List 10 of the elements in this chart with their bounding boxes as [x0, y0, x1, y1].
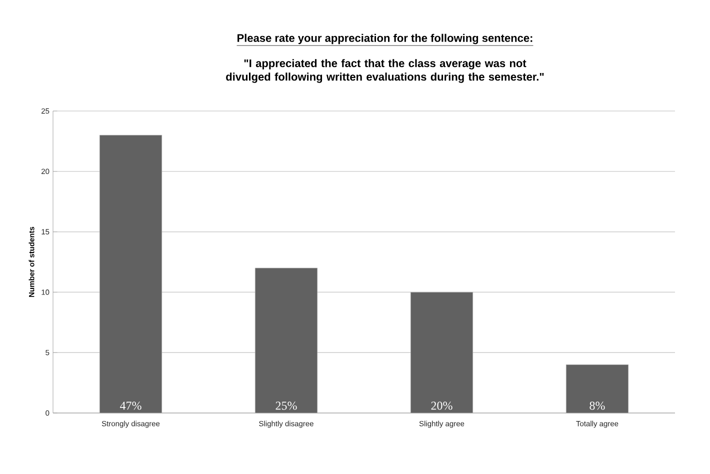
bar: [566, 364, 629, 414]
annotation: 8%: [590, 402, 605, 410]
annotation: 25%: [276, 402, 297, 410]
bar: [410, 292, 474, 414]
annotation: 47%: [120, 402, 142, 410]
bar: [99, 134, 162, 414]
chart-title: Please rate your appreciation for the following sentence:: [238, 34, 532, 44]
annotation: 20%: [431, 402, 452, 410]
bar: [254, 268, 318, 414]
chart-subtitle: "I appreciated the fact that the class average was not divulged following written evaluations during the semester.": [226, 59, 544, 83]
